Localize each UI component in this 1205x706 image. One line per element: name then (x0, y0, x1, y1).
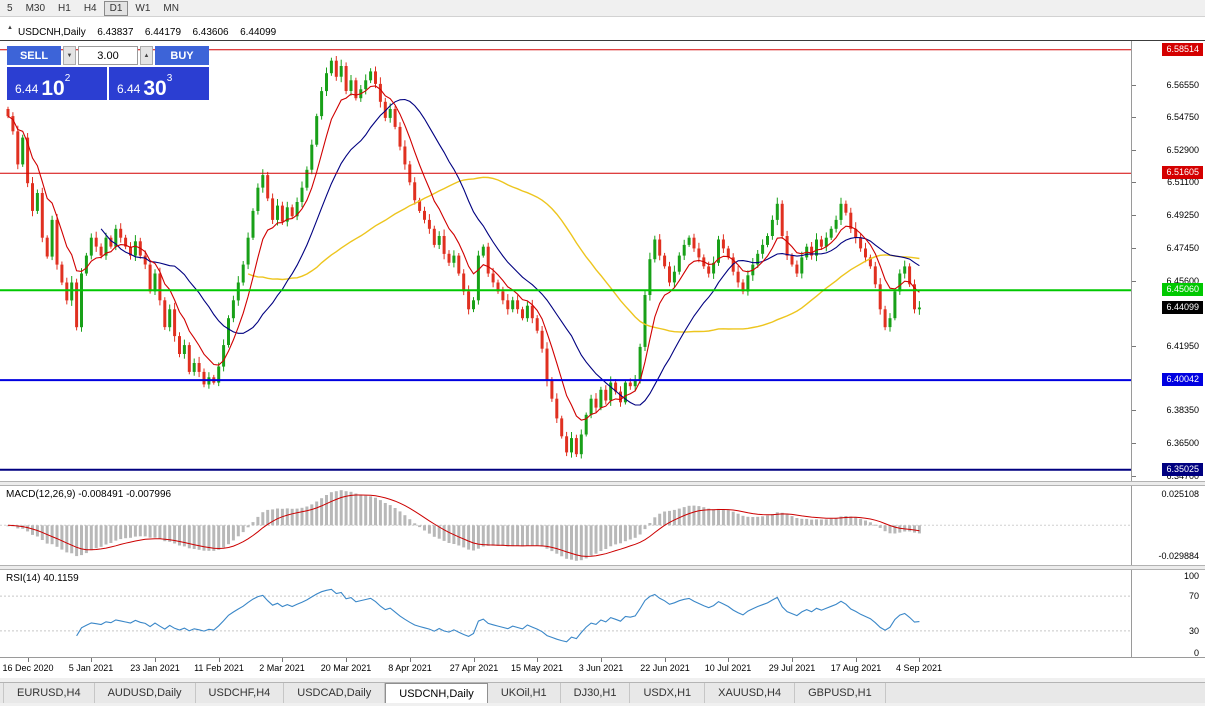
sell-price-display[interactable]: 6.44 10 2 (7, 67, 107, 100)
macd-indicator-label: MACD(12,26,9) -0.008491 -0.007996 (6, 489, 172, 500)
date-axis-tick (410, 658, 411, 662)
macd-panel (0, 486, 1131, 565)
panel-splitter-macd[interactable] (0, 481, 1205, 486)
timeframe-button-M30[interactable]: M30 (25, 2, 46, 14)
buy-price-sup: 3 (166, 73, 173, 84)
candlestick-chart[interactable] (0, 41, 1131, 481)
ma-fast-line (7, 85, 920, 421)
date-axis-tick (219, 658, 220, 662)
timeframe-toolbar: 5 M30 H1 H4 D1 W1 MN (0, 0, 1205, 17)
chart-symbol-label: USDCNH,Daily (18, 27, 86, 38)
date-axis-label: 11 Feb 2021 (194, 663, 244, 673)
date-axis-label: 8 Apr 2021 (388, 663, 432, 673)
chart-tab-UKOil,H1[interactable]: UKOil,H1 (488, 683, 561, 703)
date-axis-label: 4 Sep 2021 (895, 663, 943, 673)
date-axis[interactable]: 16 Dec 2020 5 Jan 2021 23 Jan 2021 11 Feb 2… (0, 658, 1205, 678)
date-axis-label: 20 Mar 2021 (320, 663, 372, 673)
buy-price-display[interactable]: 6.44 30 3 (109, 67, 209, 100)
date-axis-label: 17 Aug 2021 (830, 663, 882, 673)
date-axis-tick (28, 658, 29, 662)
date-axis-tick (474, 658, 475, 662)
trade-controls-row: SELL ▼ ▲ BUY (7, 46, 209, 65)
date-axis-label: 23 Jan 2021 (130, 663, 180, 673)
date-axis-tick (919, 658, 920, 662)
rsi-chart (0, 588, 1131, 643)
date-axis-tick (346, 658, 347, 662)
timeframe-button-D1[interactable]: D1 (103, 0, 129, 16)
one-click-trade-panel: SELL ▼ ▲ BUY 6.44 10 2 6.44 30 3 (7, 46, 209, 100)
chart-tabs-bar: EURUSD,H4 AUDUSD,Daily USDCHF,H4 USDCAD,Dai… (0, 682, 1205, 703)
date-axis-tick (856, 658, 857, 662)
candles-layer (6, 56, 921, 459)
timeframe-button-W1[interactable]: W1 (135, 2, 151, 14)
date-axis-tick (537, 658, 538, 662)
date-axis-tick (91, 658, 92, 662)
buy-price-big: 30 (143, 77, 167, 100)
date-axis-label: 22 Jun 2021 (640, 663, 690, 673)
chart-tab-USDCNH,Daily[interactable]: USDCNH,Daily (385, 683, 488, 703)
price-axis[interactable] (1132, 41, 1205, 658)
date-axis-label: 3 Jun 2021 (578, 663, 624, 673)
timeframe-button-H1[interactable]: H1 (58, 2, 71, 14)
sell-price-sup: 2 (64, 73, 71, 84)
macd-chart (0, 490, 1131, 561)
chart-tab-USDCHF,H4[interactable]: USDCHF,H4 (196, 683, 285, 703)
date-axis-label: 15 May 2021 (510, 663, 564, 673)
chart-tab-EURUSD,H4[interactable]: EURUSD,H4 (3, 683, 95, 703)
ohlc-high: 6.44179 (144, 27, 182, 38)
ohlc-text: USDCNH,Daily 6.43837 6.44179 6.43606 6.4… (18, 22, 283, 40)
price-axis-separator (1131, 41, 1132, 658)
date-axis-label: 10 Jul 2021 (704, 663, 752, 673)
date-axis-tick (601, 658, 602, 662)
date-axis-label: 29 Jul 2021 (768, 663, 816, 673)
chart-tab-USDX,H1[interactable]: USDX,H1 (630, 683, 706, 703)
collapse-triangle-icon[interactable]: ▲ (7, 25, 13, 31)
macd-axis-min: -0.029884 (1158, 551, 1199, 561)
timeframe-button-5[interactable]: 5 (7, 2, 13, 14)
chart-tab-USDCAD,Daily[interactable]: USDCAD,Daily (284, 683, 386, 703)
date-axis-label: 16 Dec 2020 (2, 663, 54, 673)
ohlc-close: 6.44099 (240, 27, 277, 38)
timeframe-button-H4[interactable]: H4 (83, 2, 97, 14)
trade-prices-row: 6.44 10 2 6.44 30 3 (7, 67, 209, 100)
ma-slow-line (247, 176, 920, 333)
chart-top-border (0, 40, 1205, 41)
chart-tab-XAUUSD,H4[interactable]: XAUUSD,H4 (705, 683, 796, 703)
date-axis-label: 5 Jan 2021 (68, 663, 114, 673)
rsi-indicator-label: RSI(14) 40.1159 (6, 573, 79, 584)
ma-mid-line (100, 98, 920, 406)
chart-tab-DJ30,H1[interactable]: DJ30,H1 (561, 683, 631, 703)
main-chart-area[interactable] (0, 41, 1131, 481)
date-axis-tick (155, 658, 156, 662)
buy-price-base: 6.44 (117, 82, 141, 96)
macd-axis-max: 0.025108 (1161, 489, 1199, 499)
timeframe-button-MN[interactable]: MN (163, 2, 179, 14)
buy-button[interactable]: BUY (155, 46, 209, 65)
rsi-line (76, 588, 920, 643)
chart-tab-GBPUSD,H1[interactable]: GBPUSD,H1 (795, 683, 886, 703)
macd-signal-line (7, 494, 920, 557)
panel-splitter-rsi[interactable] (0, 565, 1205, 570)
macd-histogram (6, 490, 921, 561)
sell-price-big: 10 (41, 77, 65, 100)
date-axis-tick (728, 658, 729, 662)
volume-increase-button[interactable]: ▲ (140, 46, 153, 65)
chart-ohlc-header: ▲ USDCNH,Daily 6.43837 6.44179 6.43606 6… (0, 17, 1205, 40)
volume-decrease-button[interactable]: ▼ (63, 46, 76, 65)
ohlc-low: 6.43606 (192, 27, 229, 38)
volume-input[interactable] (78, 46, 138, 65)
rsi-panel (0, 570, 1131, 657)
sell-button[interactable]: SELL (7, 46, 61, 65)
ohlc-open: 6.43837 (97, 27, 134, 38)
chart-tab-AUDUSD,Daily[interactable]: AUDUSD,Daily (95, 683, 196, 703)
date-axis-label: 27 Apr 2021 (449, 663, 499, 673)
date-axis-tick (665, 658, 666, 662)
chart-bottom-border (0, 657, 1205, 658)
date-axis-tick (282, 658, 283, 662)
date-axis-tick (792, 658, 793, 662)
sell-price-base: 6.44 (15, 82, 39, 96)
date-axis-label: 2 Mar 2021 (259, 663, 305, 673)
